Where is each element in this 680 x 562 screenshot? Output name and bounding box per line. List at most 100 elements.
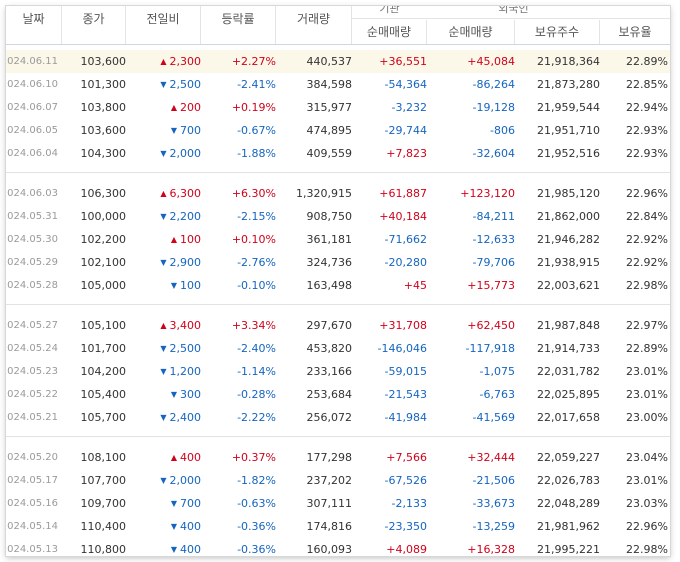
foreign-ratio-cell: 22.94% [626,101,668,114]
foreign-holdings-cell: 21,981,962 [537,520,600,533]
foreign-holdings-cell: 21,952,516 [537,147,600,160]
close-price-cell: 105,100 [80,319,127,332]
foreign-holdings-cell: 22,025,895 [537,388,600,401]
header-rate[interactable]: 등락률 [201,6,276,44]
header-diff[interactable]: 전일비 [126,6,201,44]
table-row[interactable]: 2024.05.29 102,100 ▼ 2,900 -2.76% 324,736 -20,… [6,251,670,274]
table-row[interactable]: 2024.05.20 108,100 ▲ 400 +0.37% 177,298 +7,566… [6,446,670,469]
date-cell: 2024.05.24 [6,343,58,354]
header-foreign-group: 외국인 [498,6,529,15]
foreign-net-cell: +45,084 [467,55,515,68]
header-volume[interactable]: 거래량 [276,6,352,44]
table-row[interactable]: 2024.05.21 105,700 ▼ 2,400 -2.22% 256,072 -41,… [6,406,670,429]
header-close[interactable]: 종가 [62,6,126,44]
price-change-cell: ▲ 100 [126,228,201,251]
institution-net-cell: +45 [403,279,427,292]
institution-net-cell: -29,744 [384,124,427,137]
foreign-net-cell: -79,706 [472,256,515,269]
close-price-cell: 110,400 [80,520,127,533]
volume-cell: 453,820 [306,342,353,355]
triangle-down-icon: ▼ [160,344,167,353]
foreign-holdings-cell: 21,951,710 [537,124,600,137]
change-rate-cell: -2.15% [237,210,276,223]
foreign-net-cell: -33,673 [472,497,515,510]
institution-net-cell: +61,887 [379,187,427,200]
table-row[interactable]: 2024.05.24 101,700 ▼ 2,500 -2.40% 453,820 -146… [6,337,670,360]
table-row[interactable]: 2024.06.03 106,300 ▲ 6,300 +6.30% 1,320,915 +6… [6,182,670,205]
volume-cell: 315,977 [306,101,353,114]
volume-cell: 256,072 [306,411,353,424]
institution-net-cell: +40,184 [379,210,427,223]
change-rate-cell: -2.41% [237,78,276,91]
table-row[interactable]: 2024.05.23 104,200 ▼ 1,200 -1.14% 233,166 -59,… [6,360,670,383]
table-row[interactable]: 2024.06.05 103,600 ▼ 700 -0.67% 474,895 -29,74… [6,119,670,142]
date-cell: 2024.05.17 [6,475,58,486]
triangle-up-icon: ▲ [160,321,167,330]
price-change-cell: ▼ 2,500 [126,337,201,360]
header-fore-net[interactable]: 순매매량 [427,20,515,44]
institution-net-cell: -23,350 [384,520,427,533]
date-cell: 2024.06.03 [6,188,58,199]
volume-cell: 233,166 [306,365,353,378]
table-row[interactable]: 2024.05.27 105,100 ▲ 3,400 +3.34% 297,670 +31,… [6,314,670,337]
foreign-net-cell: -13,259 [472,520,515,533]
volume-cell: 409,559 [306,147,353,160]
table-row[interactable]: 2024.05.16 109,700 ▼ 700 -0.63% 307,111 -2,133… [6,492,670,515]
foreign-ratio-cell: 22.92% [626,233,668,246]
table-row[interactable]: 2024.05.17 107,700 ▼ 2,000 -1.82% 237,202 -67,… [6,469,670,492]
foreign-ratio-cell: 23.01% [626,365,668,378]
header-ratio[interactable]: 보유율 [618,25,652,39]
triangle-down-icon: ▼ [170,390,177,399]
change-rate-cell: -0.10% [237,279,276,292]
triangle-down-icon: ▼ [160,476,167,485]
date-cell: 2024.05.13 [6,544,58,555]
table-row[interactable]: 2024.05.13 110,800 ▼ 400 -0.36% 160,093 +4,089… [6,538,670,556]
volume-cell: 361,181 [306,233,353,246]
foreign-net-cell: -117,918 [465,342,515,355]
institution-net-cell: +36,551 [379,55,427,68]
table-row[interactable]: 2024.05.14 110,400 ▼ 400 -0.36% 174,816 -23,35… [6,515,670,538]
change-rate-cell: -1.88% [237,147,276,160]
foreign-holdings-cell: 21,914,733 [537,342,600,355]
foreign-ratio-cell: 23.04% [626,451,668,464]
close-price-cell: 101,700 [80,342,127,355]
table-row[interactable]: 2024.06.11 103,600 ▲ 2,300 +2.27% 440,537 +36,… [6,50,670,73]
close-price-cell: 100,000 [80,210,127,223]
foreign-ratio-cell: 22.89% [626,342,668,355]
foreign-ratio-cell: 22.89% [626,55,668,68]
header-inst-net[interactable]: 순매매량 [352,20,427,44]
header-date[interactable]: 날짜 [6,6,62,44]
date-cell: 2024.06.11 [6,56,58,67]
volume-cell: 174,816 [306,520,353,533]
date-cell: 2024.05.29 [6,257,58,268]
change-rate-cell: +6.30% [231,187,276,200]
change-rate-cell: +0.10% [231,233,276,246]
foreign-ratio-cell: 22.98% [626,543,668,556]
row-group-divider [6,304,670,305]
change-rate-cell: -0.63% [237,497,276,510]
foreign-net-cell: -84,211 [472,210,515,223]
table-row[interactable]: 2024.05.31 100,000 ▼ 2,200 -2.15% 908,750 +40,… [6,205,670,228]
close-price-cell: 104,200 [80,365,127,378]
triangle-down-icon: ▼ [160,149,167,158]
table-row[interactable]: 2024.05.22 105,400 ▼ 300 -0.28% 253,684 -21,54… [6,383,670,406]
foreign-ratio-cell: 22.96% [626,187,668,200]
volume-cell: 160,093 [306,543,353,556]
table-row[interactable]: 2024.06.07 103,800 ▲ 200 +0.19% 315,977 -3,232… [6,96,670,119]
date-cell: 2024.05.31 [6,211,58,222]
date-cell: 2024.06.10 [6,79,58,90]
table-row[interactable]: 2024.05.30 102,200 ▲ 100 +0.10% 361,181 -71,66… [6,228,670,251]
foreign-ratio-cell: 22.92% [626,256,668,269]
foreign-net-cell: -41,569 [472,411,515,424]
triangle-up-icon: ▲ [160,189,167,198]
foreign-net-cell: -21,506 [472,474,515,487]
table-row[interactable]: 2024.06.10 101,300 ▼ 2,500 -2.41% 384,598 -54,… [6,73,670,96]
table-row[interactable]: 2024.06.04 104,300 ▼ 2,000 -1.88% 409,559 +7,8… [6,142,670,165]
date-cell: 2024.06.07 [6,102,58,113]
triangle-down-icon: ▼ [160,80,167,89]
header-holdings[interactable]: 보유주수 [515,20,600,44]
foreign-net-cell: -806 [490,124,515,137]
table-row[interactable]: 2024.05.28 105,000 ▼ 100 -0.10% 163,498 +45 +15… [6,274,670,297]
foreign-ratio-cell: 22.85% [626,78,668,91]
foreign-ratio-cell: 22.96% [626,520,668,533]
